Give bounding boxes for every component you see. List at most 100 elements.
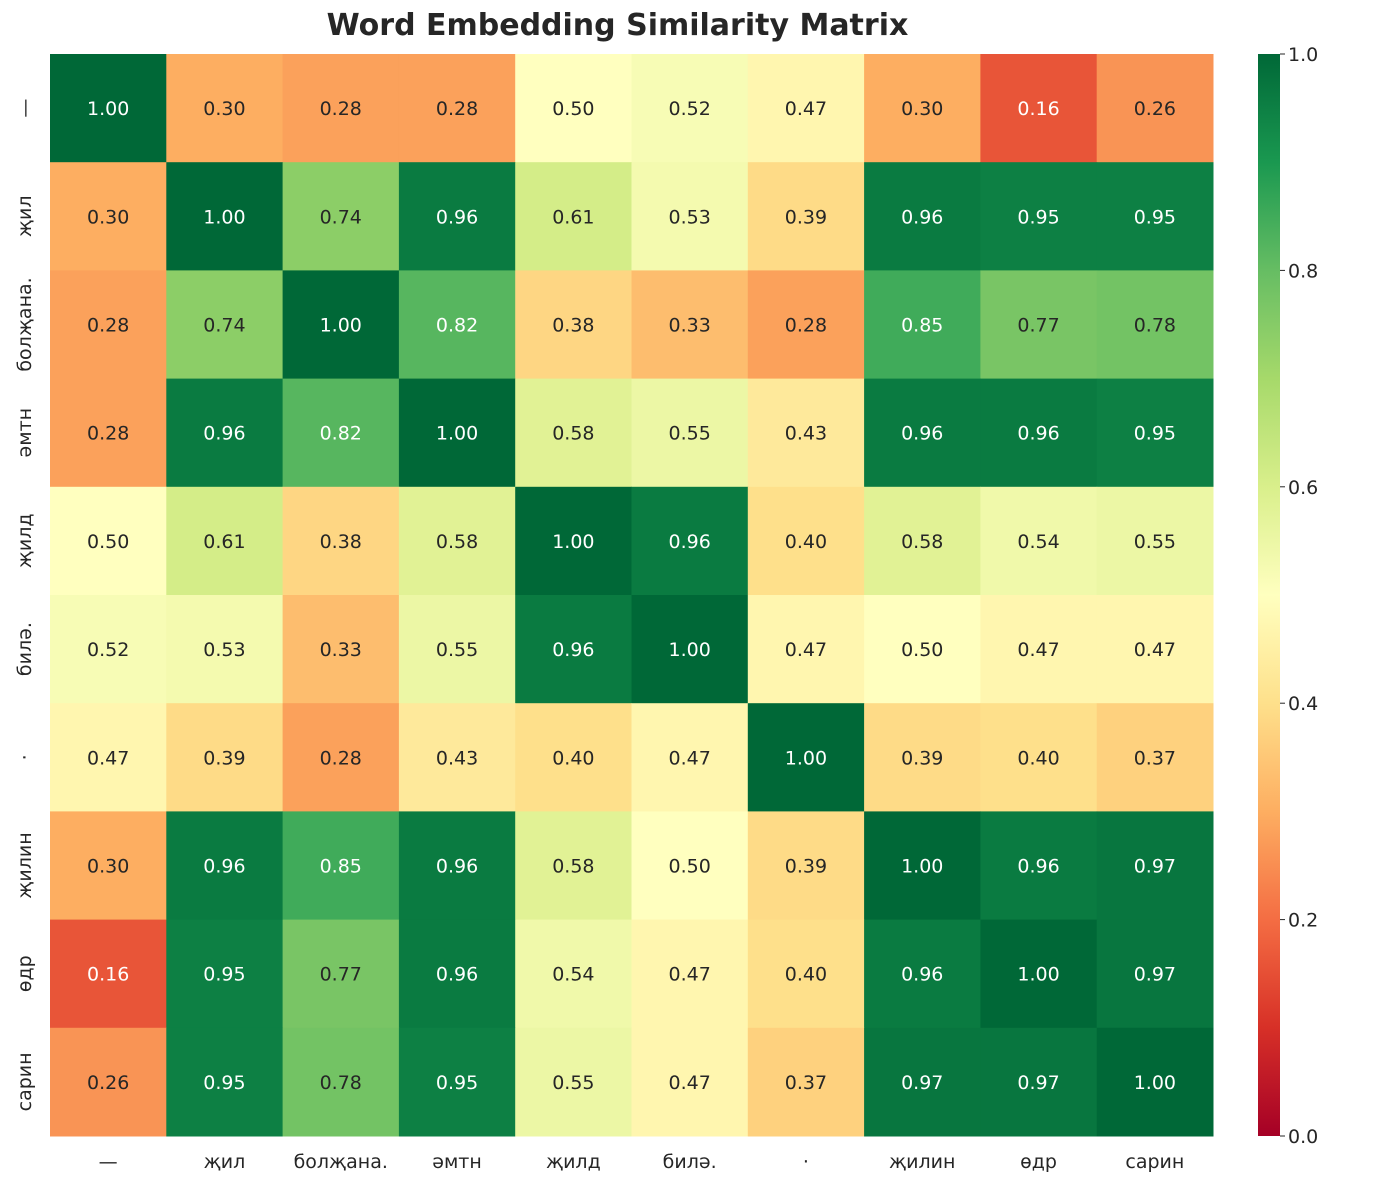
colorbar-tick-label: 1.0 [1288, 44, 1318, 66]
cell-label: 0.26 [87, 1072, 129, 1094]
heatmap-cell [398, 486, 516, 596]
cell-label: 1.00 [668, 639, 710, 661]
x-tick-label: сарин [1125, 1151, 1184, 1173]
heatmap-cell [515, 378, 632, 488]
y-tick-label: әмтн [14, 408, 36, 458]
cell-label: 0.30 [87, 206, 129, 228]
cell-label: 0.37 [785, 1072, 827, 1094]
cell-label: 0.47 [668, 1072, 710, 1094]
cell-label: 0.61 [203, 531, 245, 553]
y-tick-label: җилд [14, 514, 36, 569]
heatmap-cell [398, 1027, 516, 1137]
cell-label: 0.95 [1134, 206, 1176, 228]
heatmap-cell [398, 703, 516, 812]
cell-label: 1.00 [1134, 1072, 1176, 1094]
colorbar-tick-label: 0.2 [1288, 910, 1318, 932]
cell-label: 0.30 [203, 98, 245, 120]
cell-label: 1.00 [901, 856, 943, 878]
heatmap-cell [515, 1027, 632, 1137]
cell-label: 0.28 [436, 98, 478, 120]
heatmap-cell [166, 486, 284, 596]
cell-label: 0.58 [552, 423, 594, 445]
heatmap-cell [515, 919, 632, 1029]
heatmap-cell [631, 162, 749, 271]
cell-label: 0.52 [668, 98, 710, 120]
heatmap-cell [980, 703, 1098, 812]
colorbar-tick-label: 0.4 [1288, 693, 1318, 715]
cell-label: 0.30 [87, 856, 129, 878]
cell-label: 0.77 [1017, 315, 1059, 337]
y-tick-label: өдр [14, 955, 36, 992]
heatmap-cell [980, 378, 1098, 488]
heatmap-cell [631, 811, 749, 921]
y-tick-label: — [14, 99, 36, 118]
heatmap-cell [631, 486, 749, 596]
cell-label: 0.47 [785, 98, 827, 120]
heatmap-cell [282, 1027, 400, 1137]
y-tick-label: җил [14, 195, 36, 237]
heatmap-cell [166, 378, 284, 488]
cell-label: 0.58 [436, 531, 478, 553]
cell-label: 0.58 [552, 856, 594, 878]
x-tick-label: — [99, 1151, 118, 1173]
heatmap-cell [980, 162, 1098, 271]
x-tick-label: өдр [1020, 1151, 1057, 1173]
heatmap-cell [1096, 162, 1214, 271]
heatmap-cell [398, 54, 516, 163]
heatmap-cell [864, 595, 981, 704]
cell-label: 0.28 [785, 315, 827, 337]
cell-label: 0.97 [901, 1072, 943, 1094]
cell-label: 0.28 [87, 315, 129, 337]
heatmap-cell [398, 270, 516, 380]
cell-label: 0.97 [1134, 856, 1176, 878]
heatmap-cell [282, 270, 400, 380]
heatmap-cell [166, 811, 284, 921]
heatmap-cell [747, 703, 865, 812]
cell-label: 0.96 [901, 206, 943, 228]
cell-label: 0.26 [1134, 98, 1176, 120]
cell-label: 0.53 [203, 639, 245, 661]
heatmap-cell [980, 919, 1098, 1029]
cell-label: 0.82 [320, 423, 362, 445]
heatmap-cell [282, 703, 400, 812]
heatmap-cell [50, 595, 167, 704]
heatmap-cell [50, 270, 167, 380]
heatmap-cell [980, 595, 1098, 704]
heatmap-cell [50, 162, 167, 271]
heatmap-cell [1096, 703, 1214, 812]
heatmap-cell [980, 811, 1098, 921]
heatmap-cell [747, 595, 865, 704]
y-tick-label: болҗана. [14, 277, 36, 371]
cell-label: 0.55 [552, 1072, 594, 1094]
heatmap-cell [1096, 1027, 1214, 1137]
cell-label: 0.74 [203, 315, 245, 337]
cell-label: 0.28 [320, 98, 362, 120]
heatmap-cell [166, 919, 284, 1029]
cell-label: 1.00 [203, 206, 245, 228]
y-tick-label: · [14, 754, 36, 760]
cell-label: 0.96 [1017, 856, 1059, 878]
heatmap-cell [515, 703, 632, 812]
cell-label: 0.95 [1134, 423, 1176, 445]
cell-label: 0.55 [436, 639, 478, 661]
colorbar-tick-label: 0.8 [1288, 260, 1318, 282]
heatmap-cell [282, 919, 400, 1029]
heatmap-cell [631, 378, 749, 488]
heatmap-cell [166, 1027, 284, 1137]
cell-label: 0.28 [87, 423, 129, 445]
heatmap-cell [166, 703, 284, 812]
heatmap-cell [515, 486, 632, 596]
heatmap-cell [631, 270, 749, 380]
cell-label: 0.50 [901, 639, 943, 661]
cell-label: 0.95 [1017, 206, 1059, 228]
heatmap-cell [515, 162, 632, 271]
x-tick-label: · [803, 1151, 809, 1173]
heatmap-cell [282, 811, 400, 921]
cell-label: 1.00 [436, 423, 478, 445]
heatmap-cell [50, 703, 167, 812]
heatmap-cell [631, 703, 749, 812]
cell-label: 0.30 [901, 98, 943, 120]
heatmap-cell [282, 595, 400, 704]
heatmap-cell [515, 54, 632, 163]
